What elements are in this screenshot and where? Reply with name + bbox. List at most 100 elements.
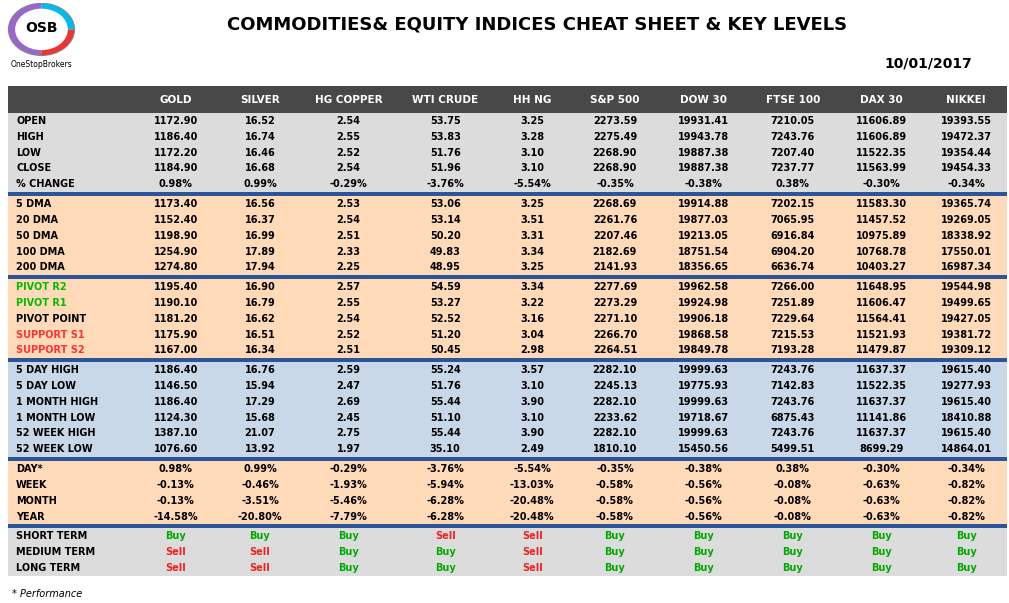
- FancyBboxPatch shape: [8, 113, 1007, 129]
- Text: 55.44: 55.44: [430, 397, 460, 407]
- Text: PIVOT R2: PIVOT R2: [16, 282, 67, 292]
- Text: 0.98%: 0.98%: [158, 179, 193, 189]
- Text: 16.62: 16.62: [244, 314, 275, 324]
- Text: 2271.10: 2271.10: [593, 314, 637, 324]
- Text: 13.92: 13.92: [244, 444, 275, 454]
- FancyBboxPatch shape: [8, 86, 1007, 113]
- Text: 19277.93: 19277.93: [940, 381, 992, 391]
- Text: 7229.64: 7229.64: [771, 314, 815, 324]
- Text: Buy: Buy: [782, 531, 803, 541]
- Text: 2264.51: 2264.51: [593, 346, 637, 355]
- Text: 2.55: 2.55: [337, 132, 360, 142]
- Text: 52 WEEK LOW: 52 WEEK LOW: [16, 444, 93, 454]
- Text: 16.76: 16.76: [244, 365, 275, 375]
- Text: HG COPPER: HG COPPER: [315, 95, 382, 105]
- Text: COMMODITIES& EQUITY INDICES CHEAT SHEET & KEY LEVELS: COMMODITIES& EQUITY INDICES CHEAT SHEET …: [227, 15, 847, 33]
- Text: % CHANGE: % CHANGE: [16, 179, 75, 189]
- Text: 35.10: 35.10: [430, 444, 460, 454]
- FancyBboxPatch shape: [8, 457, 1007, 461]
- Text: Buy: Buy: [604, 531, 626, 541]
- Text: -0.35%: -0.35%: [596, 179, 634, 189]
- Text: 19615.40: 19615.40: [940, 429, 992, 438]
- Text: 2273.29: 2273.29: [593, 298, 637, 308]
- Text: 1076.60: 1076.60: [153, 444, 198, 454]
- Text: 2268.90: 2268.90: [592, 148, 637, 157]
- Text: 18356.65: 18356.65: [678, 262, 730, 273]
- Text: 0.99%: 0.99%: [243, 464, 276, 474]
- FancyBboxPatch shape: [8, 295, 1007, 311]
- Text: 55.44: 55.44: [430, 429, 460, 438]
- Text: 2.51: 2.51: [337, 231, 360, 241]
- Text: 17.94: 17.94: [244, 262, 275, 273]
- Text: 5499.51: 5499.51: [771, 444, 815, 454]
- Text: 3.31: 3.31: [521, 231, 544, 241]
- Text: 2245.13: 2245.13: [593, 381, 637, 391]
- FancyBboxPatch shape: [8, 560, 1007, 576]
- Text: 1190.10: 1190.10: [153, 298, 198, 308]
- Text: Buy: Buy: [693, 531, 714, 541]
- Text: 7243.76: 7243.76: [771, 397, 815, 407]
- Text: 3.90: 3.90: [521, 429, 544, 438]
- Text: PIVOT R1: PIVOT R1: [16, 298, 67, 308]
- Text: 7215.53: 7215.53: [771, 330, 815, 339]
- Text: 3.04: 3.04: [521, 330, 544, 339]
- Text: 10/01/2017: 10/01/2017: [885, 56, 973, 71]
- Text: 10403.27: 10403.27: [856, 262, 907, 273]
- Text: Buy: Buy: [338, 547, 359, 557]
- Text: 50 DMA: 50 DMA: [16, 231, 59, 241]
- Text: 19615.40: 19615.40: [940, 365, 992, 375]
- Text: 11479.87: 11479.87: [856, 346, 907, 355]
- FancyBboxPatch shape: [8, 160, 1007, 177]
- Text: 2.53: 2.53: [337, 199, 360, 209]
- Text: 54.59: 54.59: [430, 282, 460, 292]
- Text: 19309.12: 19309.12: [940, 346, 992, 355]
- Text: * Performance: * Performance: [12, 589, 83, 599]
- Text: 16.37: 16.37: [244, 215, 275, 225]
- Text: 11637.37: 11637.37: [856, 397, 907, 407]
- Wedge shape: [41, 4, 74, 30]
- Circle shape: [9, 4, 74, 55]
- Text: -3.76%: -3.76%: [427, 464, 464, 474]
- Text: 7202.15: 7202.15: [771, 199, 815, 209]
- Text: 2277.69: 2277.69: [593, 282, 637, 292]
- Text: 53.75: 53.75: [430, 116, 460, 126]
- Text: 16.34: 16.34: [244, 346, 275, 355]
- Text: Buy: Buy: [956, 563, 977, 573]
- Text: 55.24: 55.24: [430, 365, 460, 375]
- Text: 16.46: 16.46: [244, 148, 275, 157]
- FancyBboxPatch shape: [8, 394, 1007, 410]
- Text: 1175.90: 1175.90: [153, 330, 198, 339]
- Text: 1198.90: 1198.90: [153, 231, 198, 241]
- Text: -0.13%: -0.13%: [156, 496, 195, 506]
- Text: 5 DAY HIGH: 5 DAY HIGH: [16, 365, 79, 375]
- Text: -0.63%: -0.63%: [863, 511, 900, 522]
- Text: 19999.63: 19999.63: [678, 365, 730, 375]
- Text: 7243.76: 7243.76: [771, 132, 815, 142]
- Text: Buy: Buy: [693, 563, 714, 573]
- Text: 3.22: 3.22: [521, 298, 544, 308]
- Text: -0.58%: -0.58%: [596, 511, 634, 522]
- Text: 6875.43: 6875.43: [771, 412, 815, 423]
- Text: 19999.63: 19999.63: [678, 429, 730, 438]
- Text: SILVER: SILVER: [240, 95, 279, 105]
- Text: 2282.10: 2282.10: [592, 397, 637, 407]
- Text: 11563.99: 11563.99: [856, 163, 907, 174]
- Text: LOW: LOW: [16, 148, 41, 157]
- Text: 19775.93: 19775.93: [678, 381, 730, 391]
- Text: 14864.01: 14864.01: [940, 444, 992, 454]
- Text: 19931.41: 19931.41: [678, 116, 730, 126]
- Text: -0.58%: -0.58%: [596, 496, 634, 506]
- Text: Sell: Sell: [522, 547, 543, 557]
- Text: 2.52: 2.52: [337, 148, 360, 157]
- Text: 0.38%: 0.38%: [776, 464, 809, 474]
- Text: 51.20: 51.20: [430, 330, 460, 339]
- Text: PIVOT POINT: PIVOT POINT: [16, 314, 86, 324]
- Text: NIKKEI: NIKKEI: [946, 95, 986, 105]
- Text: -0.08%: -0.08%: [774, 496, 811, 506]
- Text: CLOSE: CLOSE: [16, 163, 51, 174]
- Text: 2.98: 2.98: [521, 346, 544, 355]
- Text: 52.52: 52.52: [430, 314, 460, 324]
- Text: -0.82%: -0.82%: [947, 480, 985, 490]
- Text: -0.29%: -0.29%: [330, 179, 367, 189]
- Text: 19454.33: 19454.33: [940, 163, 992, 174]
